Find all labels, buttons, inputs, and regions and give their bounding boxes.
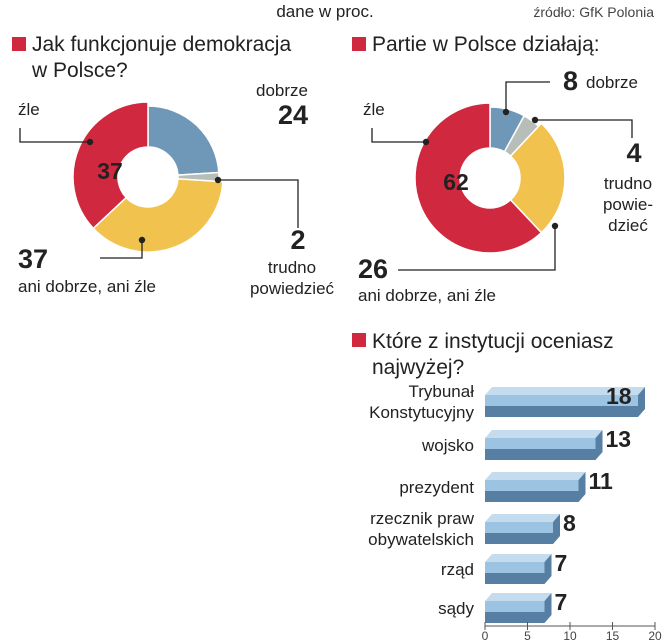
bar xyxy=(485,522,553,533)
bar-shadow xyxy=(485,612,545,623)
title-marker-icon xyxy=(352,37,366,51)
data-label: 18 xyxy=(606,383,632,409)
bar-side xyxy=(544,593,552,623)
data-label: 7 xyxy=(555,589,568,615)
data-label: 37 xyxy=(97,158,123,184)
slice-label: dobrze xyxy=(256,81,308,100)
category-label: sądy xyxy=(438,599,474,618)
pie-slice-ani xyxy=(92,178,224,253)
slice-label: źle xyxy=(18,100,40,119)
leader-dot xyxy=(502,108,510,116)
slice-label: powie- xyxy=(603,195,653,214)
bar xyxy=(485,562,545,573)
leader-line xyxy=(19,128,90,143)
bar-side xyxy=(553,514,560,544)
data-label: 7 xyxy=(555,550,568,576)
data-label: 13 xyxy=(606,426,632,452)
slice-label: trudno xyxy=(604,174,652,193)
tick-label: 15 xyxy=(606,629,620,640)
title-marker-icon xyxy=(352,333,366,347)
source-note: źródło: GfK Polonia xyxy=(533,4,654,20)
data-label: 8 xyxy=(563,510,576,536)
leader-line xyxy=(505,81,550,112)
slice-label: ani dobrze, ani źle xyxy=(358,286,496,305)
leader-dot xyxy=(86,138,94,146)
bar xyxy=(485,438,596,449)
category-label: wojsko xyxy=(421,436,474,455)
bar-side xyxy=(578,472,586,502)
slice-label: dzieć xyxy=(608,216,648,235)
slice-label: dobrze xyxy=(586,73,638,92)
data-label: 26 xyxy=(358,254,388,284)
leader-dot xyxy=(531,116,539,124)
slice-label: powiedzieć xyxy=(250,279,335,298)
data-label: 2 xyxy=(290,225,305,255)
bar-shadow xyxy=(485,573,545,584)
chart-title: Które z instytucji oceniasz xyxy=(372,330,614,353)
leader-line xyxy=(535,119,633,138)
pie-slice-ani xyxy=(509,122,566,234)
leader-dot xyxy=(138,236,146,244)
leader-line xyxy=(100,240,143,259)
bar-top xyxy=(485,430,603,438)
chart-title: Jak funkcjonuje demokracja xyxy=(32,33,291,56)
bar-shadow xyxy=(485,449,596,460)
tick-label: 0 xyxy=(482,629,489,640)
leader-line xyxy=(218,179,299,228)
data-label: 24 xyxy=(278,100,308,130)
data-label: 62 xyxy=(443,169,469,195)
bar-side xyxy=(544,554,552,584)
bar-top xyxy=(485,514,560,522)
leader-line xyxy=(398,226,556,271)
bar-shadow xyxy=(485,533,553,544)
data-label: 37 xyxy=(18,244,48,274)
category-label: rzecznik praw xyxy=(370,509,475,528)
chart-title: Partie w Polsce działają: xyxy=(372,33,600,56)
category-label: rząd xyxy=(441,560,474,579)
bar-top xyxy=(485,554,552,562)
bar-top xyxy=(485,387,645,395)
bar-shadow xyxy=(485,491,579,502)
leader-dot xyxy=(214,176,222,184)
tick-label: 5 xyxy=(524,629,531,640)
chart-title: w Polsce? xyxy=(31,59,128,82)
slice-label: źle xyxy=(363,100,385,119)
bar-side xyxy=(595,430,603,460)
bar xyxy=(485,395,638,406)
category-label: prezydent xyxy=(399,478,474,497)
bar-shadow xyxy=(485,406,638,417)
bar-side xyxy=(638,387,645,417)
leader-dot xyxy=(422,138,430,146)
data-label: 11 xyxy=(589,468,614,494)
pie-slice-zle xyxy=(414,102,543,254)
category-label: Trybunał xyxy=(408,382,474,401)
pie-slice-zle xyxy=(72,101,149,230)
chart-title: najwyżej? xyxy=(372,356,464,379)
chart-subtitle: dane w proc. xyxy=(276,2,373,21)
data-label: 4 xyxy=(626,138,641,168)
slice-label: ani dobrze, ani źle xyxy=(18,277,156,296)
pie-slice-dobrze xyxy=(147,105,220,176)
tick-label: 20 xyxy=(648,629,662,640)
data-label: 8 xyxy=(563,66,578,96)
bar xyxy=(485,601,545,612)
category-label: obywatelskich xyxy=(368,530,474,549)
slice-label: trudno xyxy=(268,258,316,277)
leader-dot xyxy=(551,222,559,230)
tick-label: 10 xyxy=(563,629,577,640)
bar xyxy=(485,480,579,491)
category-label: Konstytucyjny xyxy=(369,403,474,422)
bar-top xyxy=(485,593,552,601)
leader-line xyxy=(371,128,426,143)
bar-top xyxy=(485,472,586,480)
title-marker-icon xyxy=(12,37,26,51)
